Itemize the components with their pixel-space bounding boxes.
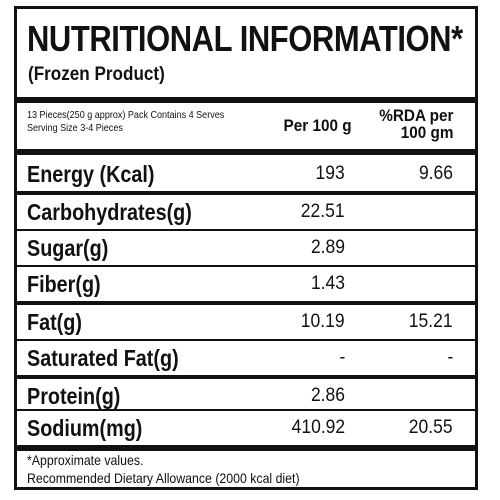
rda-header: %RDA per 100 gm (379, 107, 453, 141)
nutrient-name: Sodium(mg) (27, 415, 143, 441)
nutrient-row-sugar: Sugar(g) 2.89 (17, 231, 475, 265)
serving-size: Serving Size 3-4 Pieces (27, 122, 123, 134)
divider (17, 149, 475, 155)
nutrient-row-energy: Energy (Kcal) 193 9.66 (17, 157, 475, 191)
nutrient-name: Fiber(g) (27, 271, 101, 297)
pack-info: 13 Pieces(250 g approx) Pack Contains 4 … (27, 109, 225, 121)
nutrient-name: Energy (Kcal) (27, 161, 155, 187)
footnote-approx: *Approximate values. (27, 452, 144, 468)
nutrient-rda: 20.55 (409, 417, 453, 438)
nutrient-per-100g: 22.51 (301, 201, 345, 222)
label-subtitle: (Frozen Product) (28, 64, 165, 85)
nutrient-name: Sugar(g) (27, 235, 109, 261)
divider (17, 409, 475, 411)
divider (17, 265, 475, 267)
rda-header-line2: 100 gm (400, 123, 453, 142)
nutrient-row-carbohydrates: Carbohydrates(g) 22.51 (17, 195, 475, 229)
divider (17, 339, 475, 341)
rda-header-line1: %RDA per (378, 106, 453, 125)
nutrient-row-saturated-fat: Saturated Fat(g) - - (17, 341, 475, 375)
divider (17, 229, 475, 231)
nutrient-row-protein: Protein(g) 2.86 (17, 379, 475, 413)
footnote-rda: Recommended Dietary Allowance (2000 kcal… (27, 470, 300, 486)
nutrient-per-100g: 193 (315, 163, 345, 184)
per-100g-header: Per 100 g (283, 116, 352, 135)
nutrient-rda: 15.21 (409, 311, 453, 332)
nutrient-rda: - (447, 347, 453, 368)
nutrient-row-fat: Fat(g) 10.19 15.21 (17, 305, 475, 339)
serving-info: 13 Pieces(250 g approx) Pack Contains 4 … (27, 109, 224, 135)
nutrient-per-100g: - (339, 347, 345, 368)
nutrient-per-100g: 2.86 (310, 385, 345, 406)
divider (17, 97, 475, 103)
nutrient-rda: 9.66 (418, 163, 453, 184)
divider (17, 445, 475, 451)
label-title: NUTRITIONAL INFORMATION* (27, 18, 463, 59)
nutrient-per-100g: 1.43 (310, 273, 345, 294)
nutrient-name: Protein(g) (27, 383, 121, 409)
divider (17, 375, 475, 379)
nutrient-row-sodium: Sodium(mg) 410.92 20.55 (17, 411, 475, 445)
divider (17, 301, 475, 305)
nutrient-per-100g: 2.89 (310, 237, 345, 258)
footnote: *Approximate values. Recommended Dietary… (27, 451, 300, 487)
nutrient-row-fiber: Fiber(g) 1.43 (17, 267, 475, 301)
nutrient-name: Carbohydrates(g) (27, 199, 192, 225)
nutrient-per-100g: 410.92 (291, 417, 345, 438)
nutrient-name: Saturated Fat(g) (27, 345, 179, 371)
divider (17, 191, 475, 195)
nutrient-name: Fat(g) (27, 309, 82, 335)
nutrition-label: NUTRITIONAL INFORMATION* (Frozen Product… (14, 6, 478, 490)
nutrient-per-100g: 10.19 (301, 311, 345, 332)
